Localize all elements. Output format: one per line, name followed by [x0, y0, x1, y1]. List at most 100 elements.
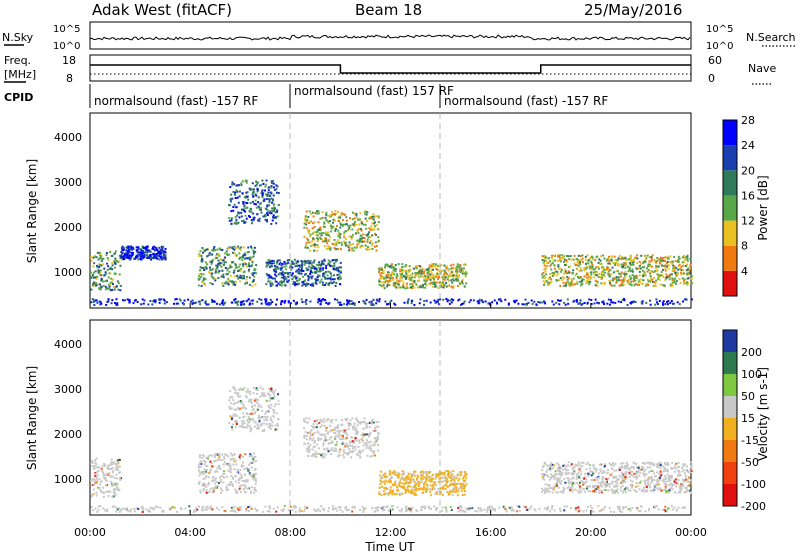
data-cell: [586, 301, 589, 304]
data-cell: [597, 486, 600, 489]
data-cell: [114, 302, 117, 305]
data-cell: [452, 279, 455, 282]
data-cell: [656, 301, 659, 304]
data-cell: [254, 203, 257, 206]
nave-label: Nave: [748, 62, 776, 75]
data-cell: [131, 246, 134, 249]
data-cell: [248, 265, 251, 268]
data-cell: [107, 300, 110, 303]
data-cell: [416, 286, 419, 289]
data-cell: [135, 249, 138, 252]
data-cell: [117, 282, 120, 285]
data-cell: [360, 234, 363, 237]
data-cell: [231, 251, 234, 254]
freq-panel: [89, 54, 692, 82]
data-cell: [142, 257, 145, 260]
data-cell: [236, 196, 239, 199]
data-cell: [624, 274, 627, 277]
data-cell: [388, 280, 391, 283]
data-cell: [403, 471, 406, 474]
data-cell: [291, 272, 294, 275]
data-cell: [257, 398, 260, 401]
data-cell: [109, 475, 112, 478]
data-cell: [616, 488, 619, 491]
data-cell: [656, 487, 659, 490]
data-cell: [317, 437, 320, 440]
data-cell: [349, 444, 352, 447]
data-cell: [451, 281, 454, 284]
data-cell: [360, 433, 363, 436]
data-cell: [222, 463, 225, 466]
data-cell: [158, 246, 161, 249]
data-cell: [94, 270, 97, 273]
data-cell: [273, 277, 276, 280]
data-cell: [252, 456, 255, 459]
data-cell: [93, 483, 96, 486]
data-cell: [308, 222, 311, 225]
data-cell: [270, 222, 273, 225]
data-cell: [649, 270, 652, 273]
data-cell: [376, 449, 379, 452]
data-cell: [238, 216, 241, 219]
data-cell: [274, 280, 277, 283]
data-cell: [271, 265, 274, 268]
data-cell: [199, 491, 202, 494]
data-cell: [594, 267, 597, 270]
data-cell: [265, 193, 268, 196]
data-cell: [400, 485, 403, 488]
data-cell: [224, 252, 227, 255]
data-cell: [99, 303, 102, 306]
data-cell: [264, 189, 267, 192]
data-cell: [96, 251, 99, 254]
data-cell: [349, 441, 352, 444]
data-cell: [597, 261, 600, 264]
data-cell: [219, 248, 222, 251]
data-cell: [560, 268, 563, 271]
data-cell: [659, 488, 662, 491]
data-cell: [327, 450, 330, 453]
data-cell: [417, 475, 420, 478]
data-cell: [303, 279, 306, 282]
data-cell: [372, 298, 375, 301]
data-cell: [571, 485, 574, 488]
data-cell: [158, 298, 161, 301]
data-cell: [541, 473, 544, 476]
data-cell: [132, 247, 135, 250]
data-cell: [394, 480, 397, 483]
data-cell: [246, 191, 249, 194]
data-cell: [328, 270, 331, 273]
data-cell: [323, 433, 326, 436]
data-cell: [217, 262, 220, 265]
data-cell: [267, 191, 270, 194]
data-cell: [246, 206, 249, 209]
data-cell: [446, 485, 449, 488]
data-cell: [457, 275, 460, 278]
data-cell: [578, 467, 581, 470]
data-cell: [360, 438, 363, 441]
data-cell: [113, 491, 116, 494]
data-cell: [227, 278, 230, 281]
data-cell: [368, 227, 371, 230]
data-cell: [112, 283, 115, 286]
data-cell: [450, 298, 453, 301]
data-cell: [256, 213, 259, 216]
data-cell: [118, 476, 121, 479]
data-cell: [554, 484, 557, 487]
data-cell: [160, 245, 163, 248]
data-cell: [99, 483, 102, 486]
data-cell: [407, 484, 410, 487]
data-cell: [553, 254, 556, 257]
data-cell: [579, 267, 582, 270]
data-cell: [116, 466, 119, 469]
data-cell: [205, 465, 208, 468]
data-cell: [667, 463, 670, 466]
data-cell: [325, 219, 328, 222]
data-cell: [232, 206, 235, 209]
data-cell: [446, 273, 449, 276]
data-cell: [276, 210, 279, 213]
data-cell: [233, 299, 236, 302]
data-cell: [119, 284, 122, 287]
data-cell: [227, 247, 230, 250]
data-cell: [253, 472, 256, 475]
data-cell: [266, 208, 269, 211]
